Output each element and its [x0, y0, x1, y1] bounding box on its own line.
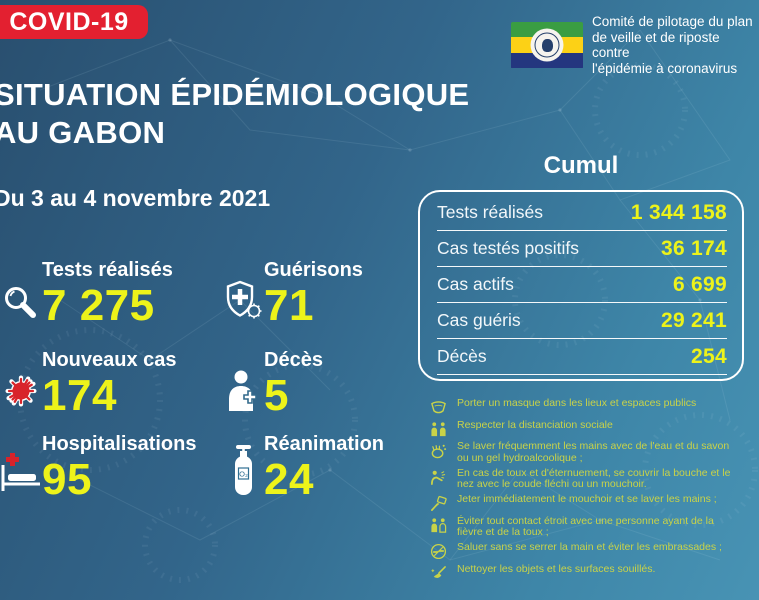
- stat-label: Réanimation: [264, 433, 385, 455]
- list-item: Se laver fréquemment les mains avec de l…: [430, 440, 736, 464]
- person-cross-icon: [224, 369, 264, 413]
- list-item: Jeter immédiatement le mouchoir et se la…: [430, 493, 736, 512]
- recommendation-text: En cas de toux et d'éternuement, se couv…: [457, 466, 731, 490]
- list-item: Saluer sans se serrer la main et éviter …: [430, 541, 736, 560]
- list-item: Éviter tout contact étroit avec une pers…: [430, 514, 736, 539]
- magnifier-icon: [0, 285, 42, 323]
- recommendation-text: Saluer sans se serrer la main et éviter …: [457, 541, 722, 553]
- stat-deces: Décès 5: [224, 349, 323, 420]
- stat-label: Guérisons: [264, 259, 363, 281]
- list-item: Nettoyer les objets et les surfaces soui…: [430, 562, 736, 582]
- org-header: Comité de pilotage du plan de veille et …: [511, 14, 759, 76]
- recommendation-text: Éviter tout contact étroit avec une pers…: [457, 514, 714, 538]
- table-row: Cas testés positifs 36 174: [437, 231, 727, 267]
- cumulative-table: Tests réalisés 1 344 158 Cas testés posi…: [418, 190, 744, 381]
- table-row: Cas guéris 29 241: [437, 303, 727, 339]
- covid19-banner-label: COVID-19: [9, 7, 129, 36]
- page-title: SITUATION ÉPIDÉMIOLOGIQUE AU GABON: [0, 76, 469, 152]
- stat-value: 5: [264, 371, 289, 420]
- cumulative-title: Cumul: [543, 152, 619, 179]
- table-row: Décès 254: [437, 339, 727, 375]
- stat-guerisons: Guérisons 71: [224, 259, 363, 330]
- tissue-throw-icon: [430, 495, 447, 512]
- stat-value: 7 275: [42, 281, 155, 330]
- recommendation-text: Se laver fréquemment les mains avec de l…: [457, 440, 730, 464]
- virus-icon: [0, 369, 42, 413]
- recommendations-list: Porter un masque dans les lieux et espac…: [430, 397, 736, 585]
- recommendation-text: Nettoyer les objets et les surfaces soui…: [457, 562, 656, 575]
- row-label: Décès: [437, 346, 487, 366]
- cough-elbow-icon: [430, 469, 447, 486]
- row-label: Cas testés positifs: [437, 238, 579, 258]
- row-value: 1 344 158: [630, 200, 727, 224]
- stat-label: Nouveaux cas: [42, 349, 177, 371]
- svg-text:O₂: O₂: [239, 470, 248, 479]
- covid19-banner: COVID-19: [0, 5, 148, 39]
- stat-value: 71: [264, 281, 314, 330]
- row-label: Cas guéris: [437, 310, 521, 330]
- list-item: Respecter la distanciation sociale: [430, 418, 736, 438]
- list-item: Porter un masque dans les lieux et espac…: [430, 397, 736, 416]
- social-distance-icon: [430, 421, 447, 438]
- row-value: 6 699: [672, 272, 727, 296]
- gabon-flag-logo: [511, 21, 583, 69]
- stat-value: 174: [42, 371, 117, 420]
- stat-nouveaux-cas: Nouveaux cas 174: [0, 349, 177, 420]
- org-name: Comité de pilotage du plan de veille et …: [592, 14, 759, 76]
- stat-value: 95: [42, 455, 92, 504]
- row-label: Tests réalisés: [437, 202, 544, 222]
- row-value: 36 174: [660, 236, 727, 260]
- shield-cross-virus-icon: [224, 279, 264, 323]
- page-title-line2: AU GABON: [0, 115, 166, 150]
- clean-surface-icon: [430, 565, 447, 582]
- org-name-line3: l'épidémie à coronavirus: [592, 60, 738, 76]
- stat-value: 24: [264, 455, 314, 504]
- table-row: Tests réalisés 1 344 158: [437, 195, 727, 231]
- recommendation-text: Jeter immédiatement le mouchoir et se la…: [457, 493, 717, 505]
- stat-tests-realises: Tests réalisés 7 275: [0, 259, 173, 330]
- stat-reanimation: O₂ Réanimation 24: [224, 433, 385, 504]
- avoid-contact-icon: [430, 517, 447, 534]
- row-value: 254: [691, 344, 727, 368]
- recommendation-text: Respecter la distanciation sociale: [457, 418, 613, 431]
- org-name-line1: Comité de pilotage du plan: [592, 14, 753, 29]
- org-name-line2: de veille et de riposte contre: [592, 29, 720, 61]
- mask-icon: [430, 399, 447, 416]
- stat-label: Tests réalisés: [42, 259, 173, 281]
- hospital-bed-icon: [0, 451, 42, 497]
- stat-label: Hospitalisations: [42, 433, 197, 455]
- hand-wash-icon: [430, 442, 447, 459]
- row-label: Cas actifs: [437, 274, 514, 294]
- oxygen-tank-icon: O₂: [224, 443, 264, 497]
- report-period: Du 3 au 4 novembre 2021: [0, 185, 271, 211]
- list-item: En cas de toux et d'éternuement, se couv…: [430, 466, 736, 491]
- stat-label: Décès: [264, 349, 323, 371]
- no-handshake-icon: [430, 543, 447, 560]
- stat-hospitalisations: Hospitalisations 95: [0, 433, 197, 504]
- page-title-line1: SITUATION ÉPIDÉMIOLOGIQUE: [0, 77, 470, 112]
- gabon-seal-icon: [530, 28, 564, 62]
- recommendation-text: Porter un masque dans les lieux et espac…: [457, 397, 697, 409]
- row-value: 29 241: [660, 308, 727, 332]
- table-row: Cas actifs 6 699: [437, 267, 727, 303]
